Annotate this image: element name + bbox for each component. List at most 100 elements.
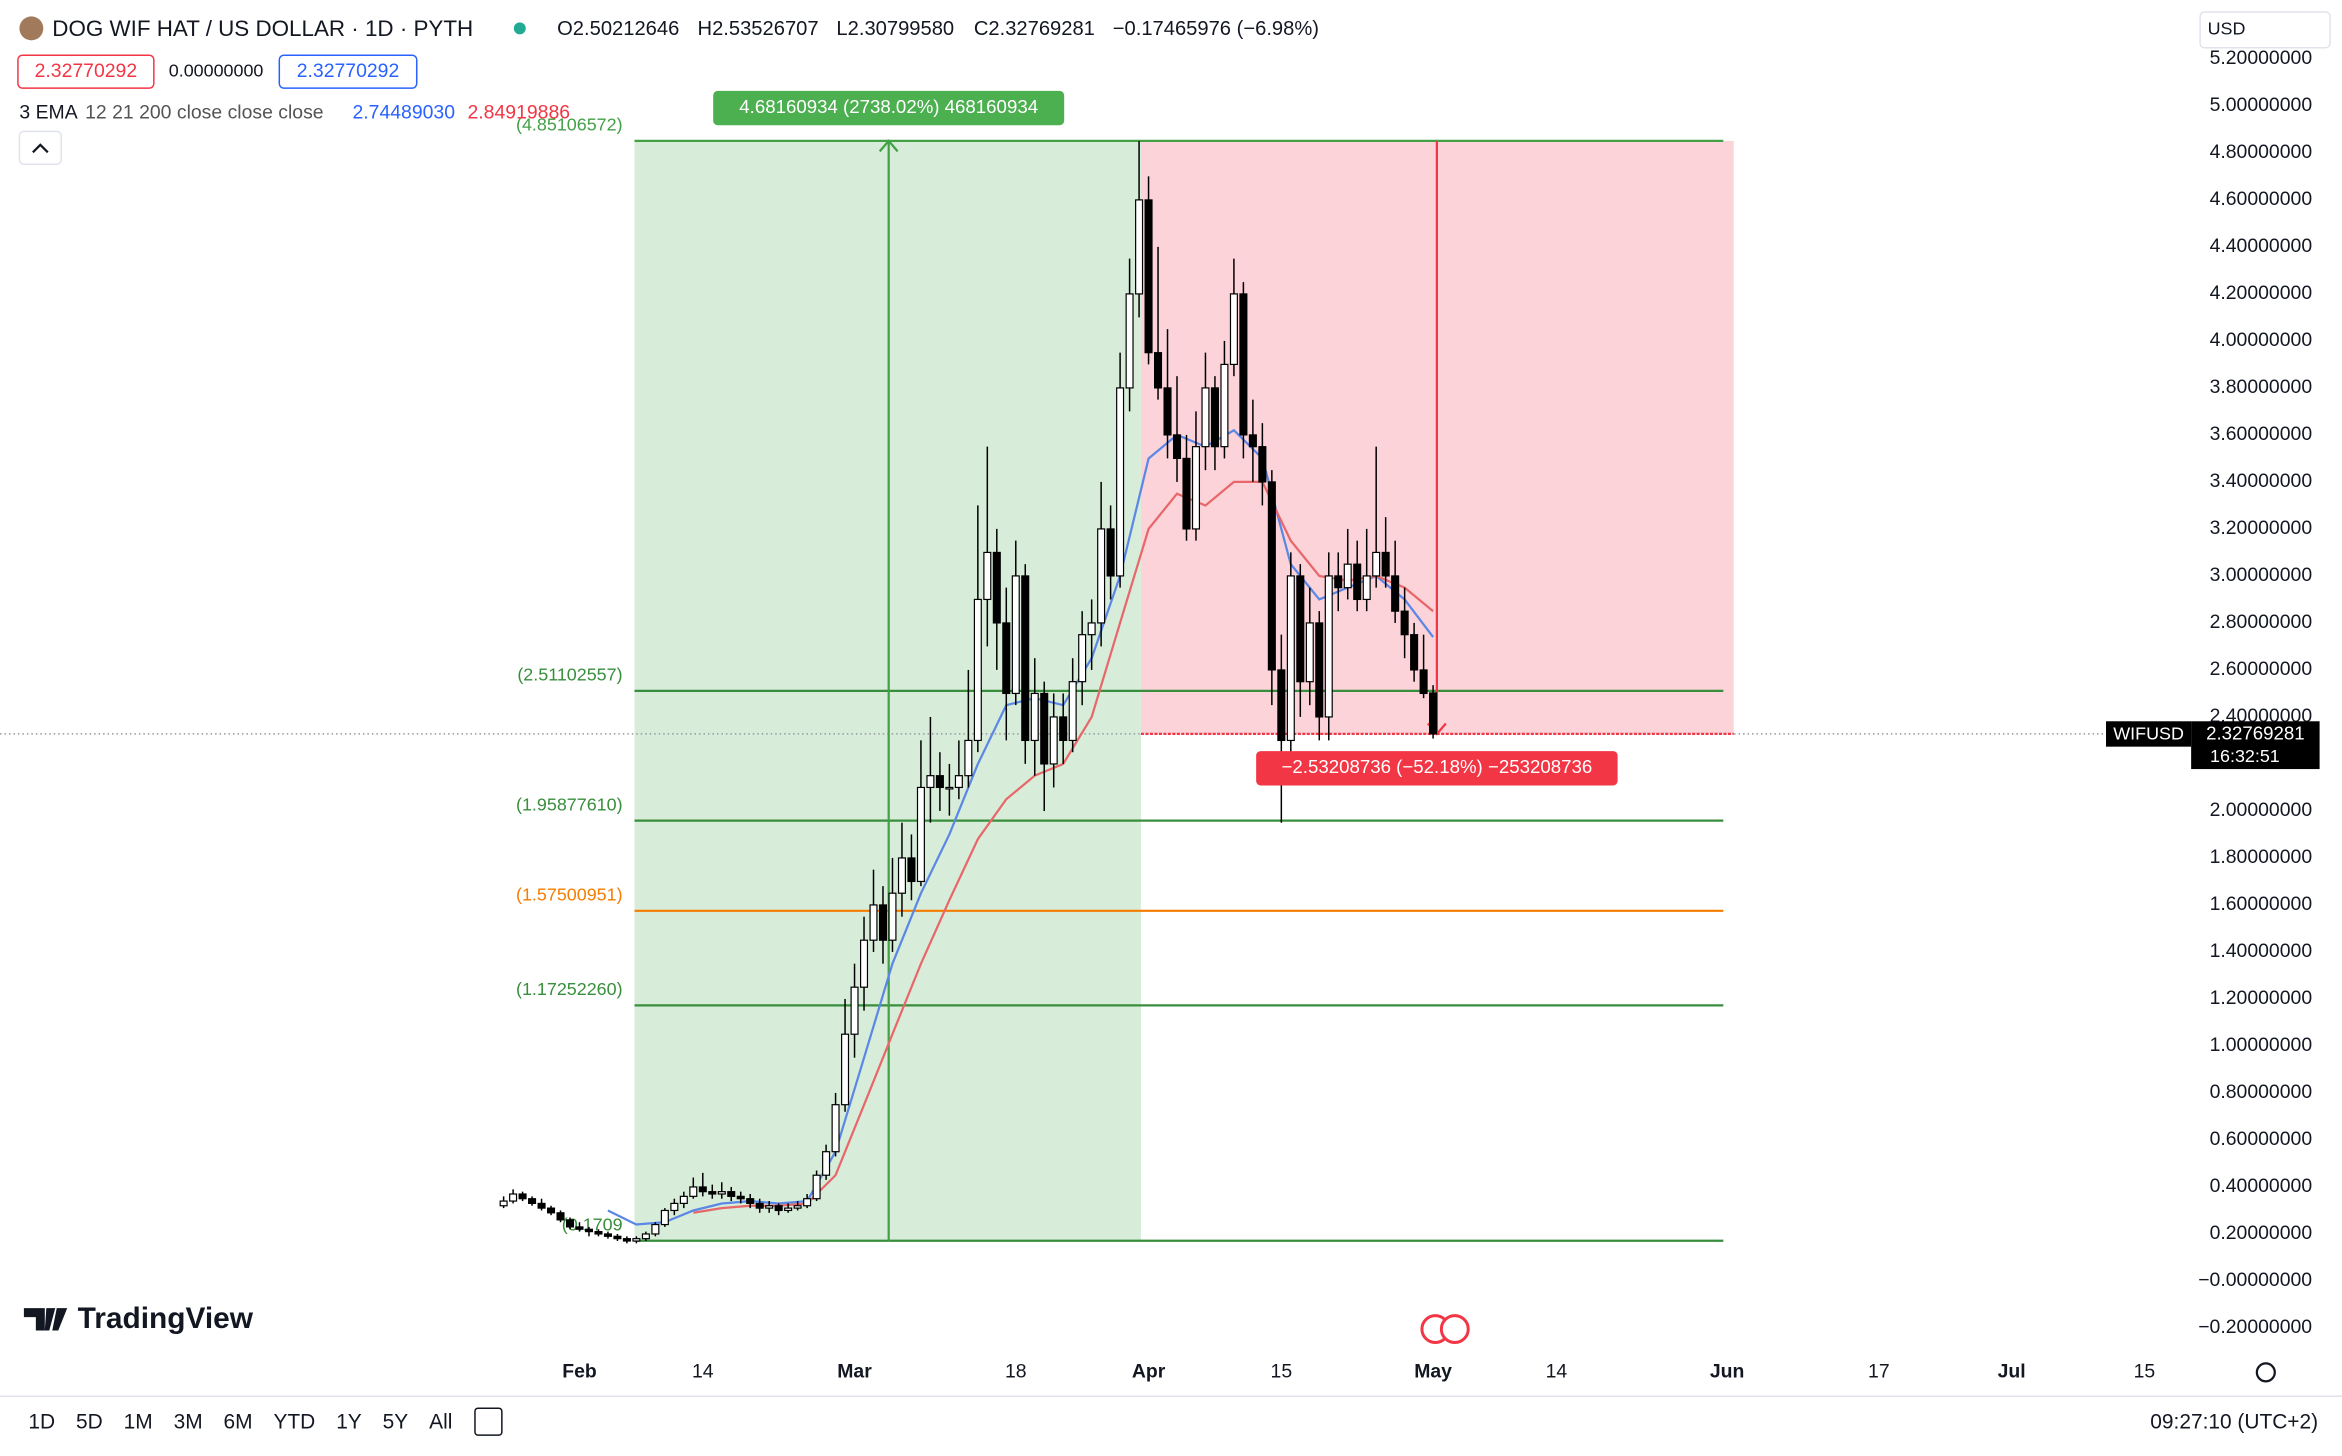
- buy-button[interactable]: [278, 54, 418, 89]
- position-label-box: [713, 90, 1065, 126]
- y-tick-label: −0.00000000: [2198, 1269, 2312, 1291]
- candle-body: [1011, 575, 1020, 695]
- candle-body: [1154, 352, 1163, 389]
- candle-body: [1220, 363, 1229, 448]
- candle-body: [803, 1198, 812, 1207]
- candle-body: [907, 857, 916, 883]
- candle-body: [926, 775, 935, 789]
- range-button[interactable]: 1D: [28, 1411, 55, 1434]
- y-tick-label: 5.00000000: [2210, 94, 2313, 116]
- candle-body: [509, 1193, 518, 1202]
- candle-body: [1305, 622, 1314, 683]
- y-tick-label: 5.20000000: [2210, 47, 2313, 69]
- range-button[interactable]: 5D: [76, 1411, 103, 1434]
- candle-body: [1315, 622, 1324, 718]
- settings-icon[interactable]: [2255, 1362, 2276, 1383]
- candle-body: [537, 1202, 546, 1209]
- arrow-head: [878, 139, 899, 153]
- sell-price[interactable]: 2.32770292: [35, 60, 138, 82]
- range-button[interactable]: All: [429, 1411, 452, 1434]
- y-tick-label: 4.80000000: [2210, 141, 2313, 163]
- range-button[interactable]: 6M: [224, 1411, 253, 1434]
- spread: 0.00000000: [169, 60, 264, 80]
- candle-body: [613, 1235, 622, 1240]
- y-tick-label: 1.40000000: [2210, 940, 2313, 962]
- candle-body: [1049, 716, 1058, 765]
- range-button[interactable]: 5Y: [383, 1411, 409, 1434]
- candle-body: [964, 739, 973, 777]
- candle-body: [584, 1228, 594, 1233]
- price-badge: [2191, 721, 2320, 770]
- candle-body: [575, 1226, 584, 1230]
- range-button[interactable]: 1M: [124, 1411, 153, 1434]
- ohlc-change: −0.17465976 (−6.98%): [1113, 18, 1319, 40]
- candle-body: [945, 786, 954, 790]
- candle-body: [518, 1193, 527, 1200]
- y-tick-label: 1.20000000: [2210, 987, 2313, 1009]
- candle-body: [1182, 457, 1191, 530]
- position-label-box: [1256, 751, 1618, 786]
- candle-body: [983, 551, 992, 601]
- position-label: 4.68160934 (2738.02%) 468160934: [739, 96, 1038, 117]
- y-tick-label: 2.00000000: [2210, 799, 2313, 821]
- symbol-icon: [19, 16, 44, 41]
- y-tick-label: 2.60000000: [2210, 658, 2313, 680]
- clock: 09:27:10 (UTC+2): [2150, 1411, 2318, 1434]
- y-tick-label: 0.80000000: [2210, 1081, 2313, 1103]
- level-label: (1.17252260): [516, 979, 623, 999]
- candle-body: [935, 775, 944, 789]
- indicator-value: 2.84919886: [468, 102, 571, 124]
- candle-body: [632, 1238, 641, 1242]
- x-tick-label: Feb: [562, 1360, 597, 1382]
- y-tick-label: 2.80000000: [2210, 611, 2313, 633]
- candle-body: [841, 1033, 850, 1106]
- event-flag[interactable]: [1439, 1314, 1470, 1345]
- candle-body: [1078, 634, 1087, 683]
- sell-button[interactable]: [17, 54, 155, 89]
- y-tick-label: 3.60000000: [2210, 423, 2313, 445]
- indicator-params: 12 21 200 close close close: [85, 102, 323, 124]
- y-tick-label: 0.40000000: [2210, 1175, 2313, 1197]
- candle-body: [1429, 692, 1438, 735]
- candle-body: [660, 1209, 669, 1226]
- market-status: [513, 22, 526, 35]
- candle-body: [698, 1186, 707, 1193]
- range-button[interactable]: 1Y: [336, 1411, 362, 1434]
- symbol-badge: [2106, 721, 2192, 747]
- candle-body: [1068, 681, 1077, 742]
- candle-body: [869, 904, 878, 941]
- candle-body: [774, 1205, 783, 1212]
- candle-body: [736, 1195, 745, 1200]
- range-button[interactable]: YTD: [273, 1411, 315, 1434]
- buy-price[interactable]: 2.32770292: [297, 60, 400, 82]
- candle-body: [1381, 551, 1390, 577]
- candle-body: [1353, 563, 1362, 601]
- candle-body: [1334, 575, 1343, 589]
- candle-body: [556, 1212, 565, 1221]
- level-label: (4.85106572): [516, 115, 623, 135]
- candle-body: [1201, 387, 1210, 448]
- candle-body: [547, 1207, 556, 1214]
- x-tick-label: 15: [2134, 1360, 2156, 1382]
- x-tick-label: 17: [1868, 1360, 1890, 1382]
- ohlc-open: O2.50212646: [557, 18, 679, 40]
- x-tick-label: 14: [692, 1360, 714, 1382]
- currency[interactable]: USD: [2208, 19, 2246, 39]
- date-range-icon[interactable]: [474, 1407, 503, 1436]
- y-tick-label: 3.40000000: [2210, 470, 2313, 492]
- candle-body: [992, 551, 1001, 624]
- symbol-title: DOG WIF HAT / US DOLLAR · 1D · PYTH: [52, 16, 473, 41]
- range-button[interactable]: 3M: [174, 1411, 203, 1434]
- y-tick-label: 4.20000000: [2210, 282, 2313, 304]
- collapse-button[interactable]: [18, 130, 62, 166]
- candle-body: [973, 598, 982, 742]
- candle-body: [1248, 434, 1257, 448]
- candle-body: [1343, 563, 1352, 589]
- candle-body: [812, 1174, 821, 1200]
- currency-dropdown[interactable]: [2199, 11, 2331, 49]
- candle-body: [1116, 387, 1125, 577]
- candle-body: [954, 775, 963, 789]
- candle-body: [1277, 669, 1286, 742]
